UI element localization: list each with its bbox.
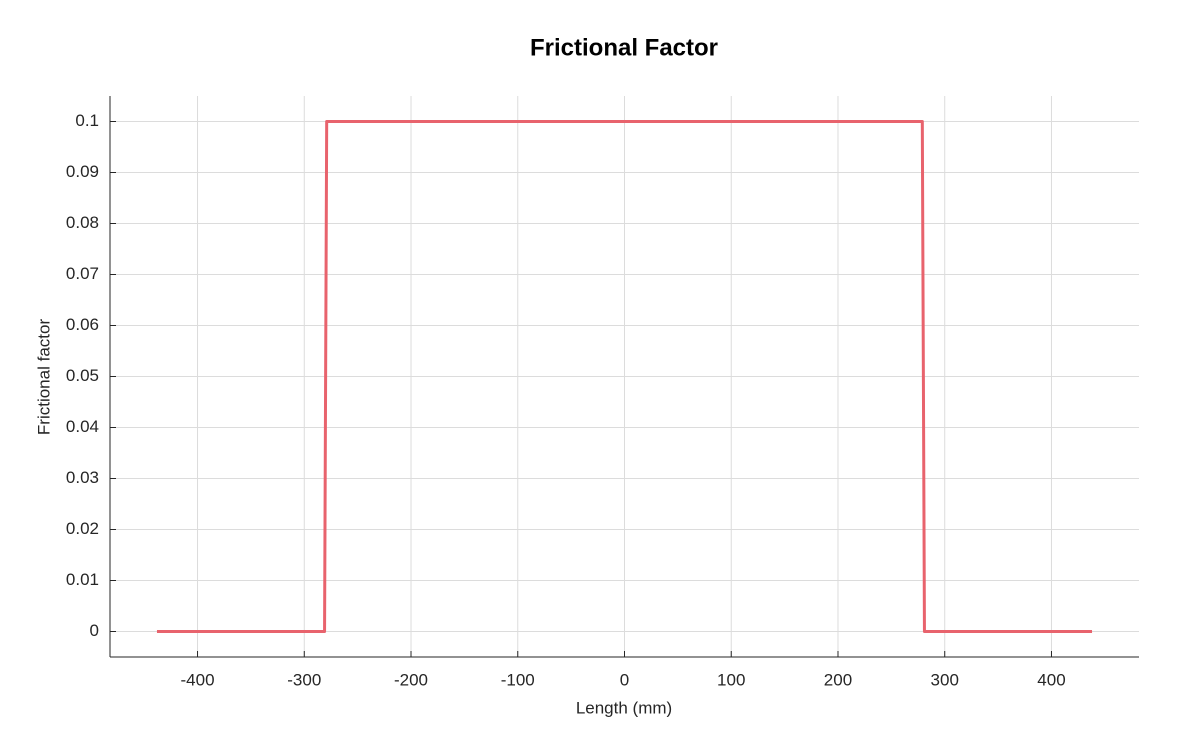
- x-tick-label: 400: [1037, 670, 1065, 689]
- y-tick-label: 0.06: [66, 315, 99, 334]
- x-tick-label: -200: [394, 670, 428, 689]
- line: [156, 120, 1093, 633]
- x-tick-label: 0: [620, 670, 629, 689]
- grid: [110, 96, 1139, 657]
- x-tick-label: 200: [824, 670, 852, 689]
- x-tick-label: -300: [287, 670, 321, 689]
- y-tick-label: 0.07: [66, 264, 99, 283]
- x-tick-label: 300: [931, 670, 959, 689]
- x-axis-label: Length (mm): [576, 698, 672, 717]
- y-tick-label: 0.09: [66, 162, 99, 181]
- y-tick-label: 0.1: [75, 111, 99, 130]
- y-tick-label: 0.08: [66, 213, 99, 232]
- chart-title: Frictional Factor: [530, 34, 718, 61]
- y-tick-label: 0.02: [66, 519, 99, 538]
- x-tick-label: -100: [501, 670, 535, 689]
- x-tick-label: 100: [717, 670, 745, 689]
- y-tick-label: 0.05: [66, 366, 99, 385]
- plot-area: [156, 120, 1093, 633]
- y-tick-label: 0.03: [66, 468, 99, 487]
- y-tick-label: 0.01: [66, 570, 99, 589]
- x-tick-label: -400: [181, 670, 215, 689]
- y-tick-label: 0.04: [66, 417, 99, 436]
- y-axis-label: Frictional factor: [34, 319, 53, 436]
- y-tick-label: 0: [90, 621, 99, 640]
